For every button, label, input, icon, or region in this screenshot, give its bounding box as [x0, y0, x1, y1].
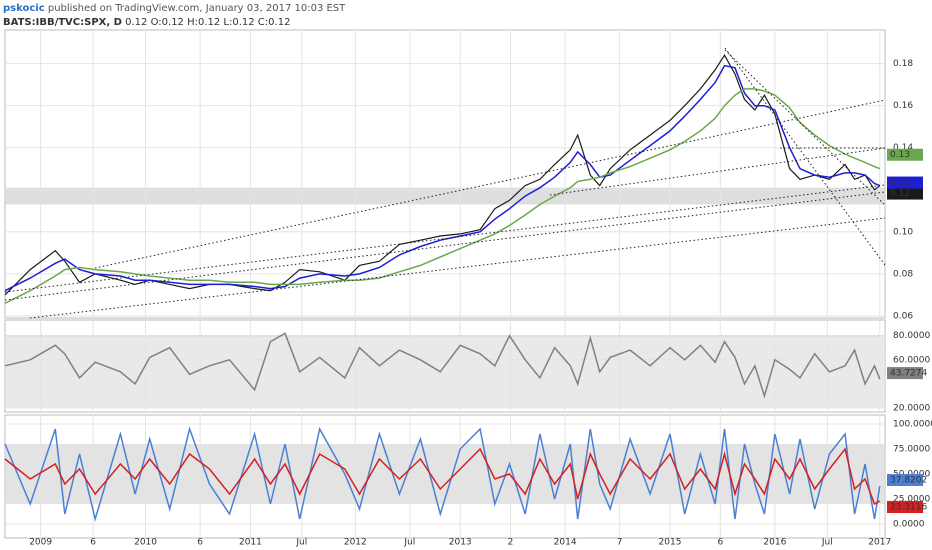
last-value-box [887, 176, 923, 189]
x-tick-label: 2017 [868, 538, 891, 548]
x-tick-label: 2016 [763, 538, 786, 548]
y-tick-label: 0.14 [893, 143, 913, 153]
last-value-box [887, 187, 923, 200]
y-tick-label: 80.0000 [893, 331, 930, 341]
x-tick-label: Jul [403, 538, 415, 548]
x-tick-label: 2009 [29, 538, 52, 548]
last-value-box [887, 474, 923, 486]
trendline [29, 217, 886, 319]
last-value-box [887, 501, 923, 513]
pane: 0.060.080.100.120.140.160.180.120.120.13 [4, 29, 923, 321]
x-tick-label: Jul [295, 538, 307, 548]
trendlines [4, 47, 886, 319]
author[interactable]: pskocic [3, 3, 45, 14]
published: published on TradingView.com, January 03… [48, 3, 346, 14]
series-line [4, 447, 881, 506]
y-tick-label: 0.06 [893, 311, 913, 321]
ohlc: 0.12 O:0.12 H:0.12 L:0.12 C:0.12 [125, 17, 290, 28]
last-value-label: 0.12 [890, 178, 910, 188]
header-line: pskocic published on TradingView.com, Ja… [3, 3, 346, 14]
last-value-label: 0.12 [890, 189, 910, 199]
band [5, 187, 885, 205]
y-tick-label: 0.18 [893, 59, 913, 69]
series-line [4, 64, 881, 292]
x-tick-label: Jul [821, 538, 833, 548]
x-tick-label: 6 [717, 538, 723, 548]
symbol-line: BATS:IBB/TVC:SPX, D 0.12 O:0.12 H:0.12 L… [3, 17, 290, 28]
y-tick-label: 25.0000 [893, 495, 930, 505]
x-tick-label: 2010 [134, 538, 157, 548]
trendline [94, 99, 886, 269]
y-tick-label: 0.08 [893, 269, 913, 279]
y-tick-label: 0.16 [893, 101, 913, 111]
series-line [4, 332, 881, 399]
y-tick-label: 0.10 [893, 227, 913, 237]
last-value-box [887, 367, 923, 380]
trendline [549, 147, 886, 196]
y-tick-label: 0.0000 [893, 520, 925, 530]
panes: 0.060.080.100.120.140.160.180.120.120.13… [4, 29, 932, 548]
last-value-label: 43.7274 [890, 369, 927, 379]
trendline [724, 47, 886, 266]
symbol: BATS:IBB/TVC:SPX, D [3, 17, 122, 28]
x-tick-label: 2012 [344, 538, 367, 548]
band [5, 335, 885, 409]
y-tick-label: 75.0000 [893, 445, 930, 455]
x-tick-label: 2013 [449, 538, 472, 548]
x-tick-label: 2011 [239, 538, 262, 548]
last-value-label: 37.8202 [890, 476, 927, 486]
x-tick-label: 2014 [554, 538, 577, 548]
y-tick-label: 20.0000 [893, 404, 930, 414]
x-tick-label: 2 [508, 538, 514, 548]
trendline [724, 49, 886, 206]
last-value-label: 0.13 [890, 150, 910, 160]
pane: 20.0000 60.0000 80.0000 43.7274 [4, 319, 930, 414]
series-line [4, 426, 881, 522]
pane-frame [4, 29, 886, 319]
last-value-box [887, 148, 923, 161]
y-tick-label: 100.0000 [893, 420, 932, 430]
last-value-label: 23.3116 [890, 503, 927, 513]
x-tick-label: 7 [617, 538, 623, 548]
x-tick-label: 6 [197, 538, 203, 548]
x-tick-label: 6 [90, 538, 96, 548]
pane: 0.000025.000050.000075.0000100.000037.82… [4, 414, 932, 548]
x-tick-label: 2015 [659, 538, 682, 548]
y-tick-label: 60.0000 [893, 355, 930, 365]
